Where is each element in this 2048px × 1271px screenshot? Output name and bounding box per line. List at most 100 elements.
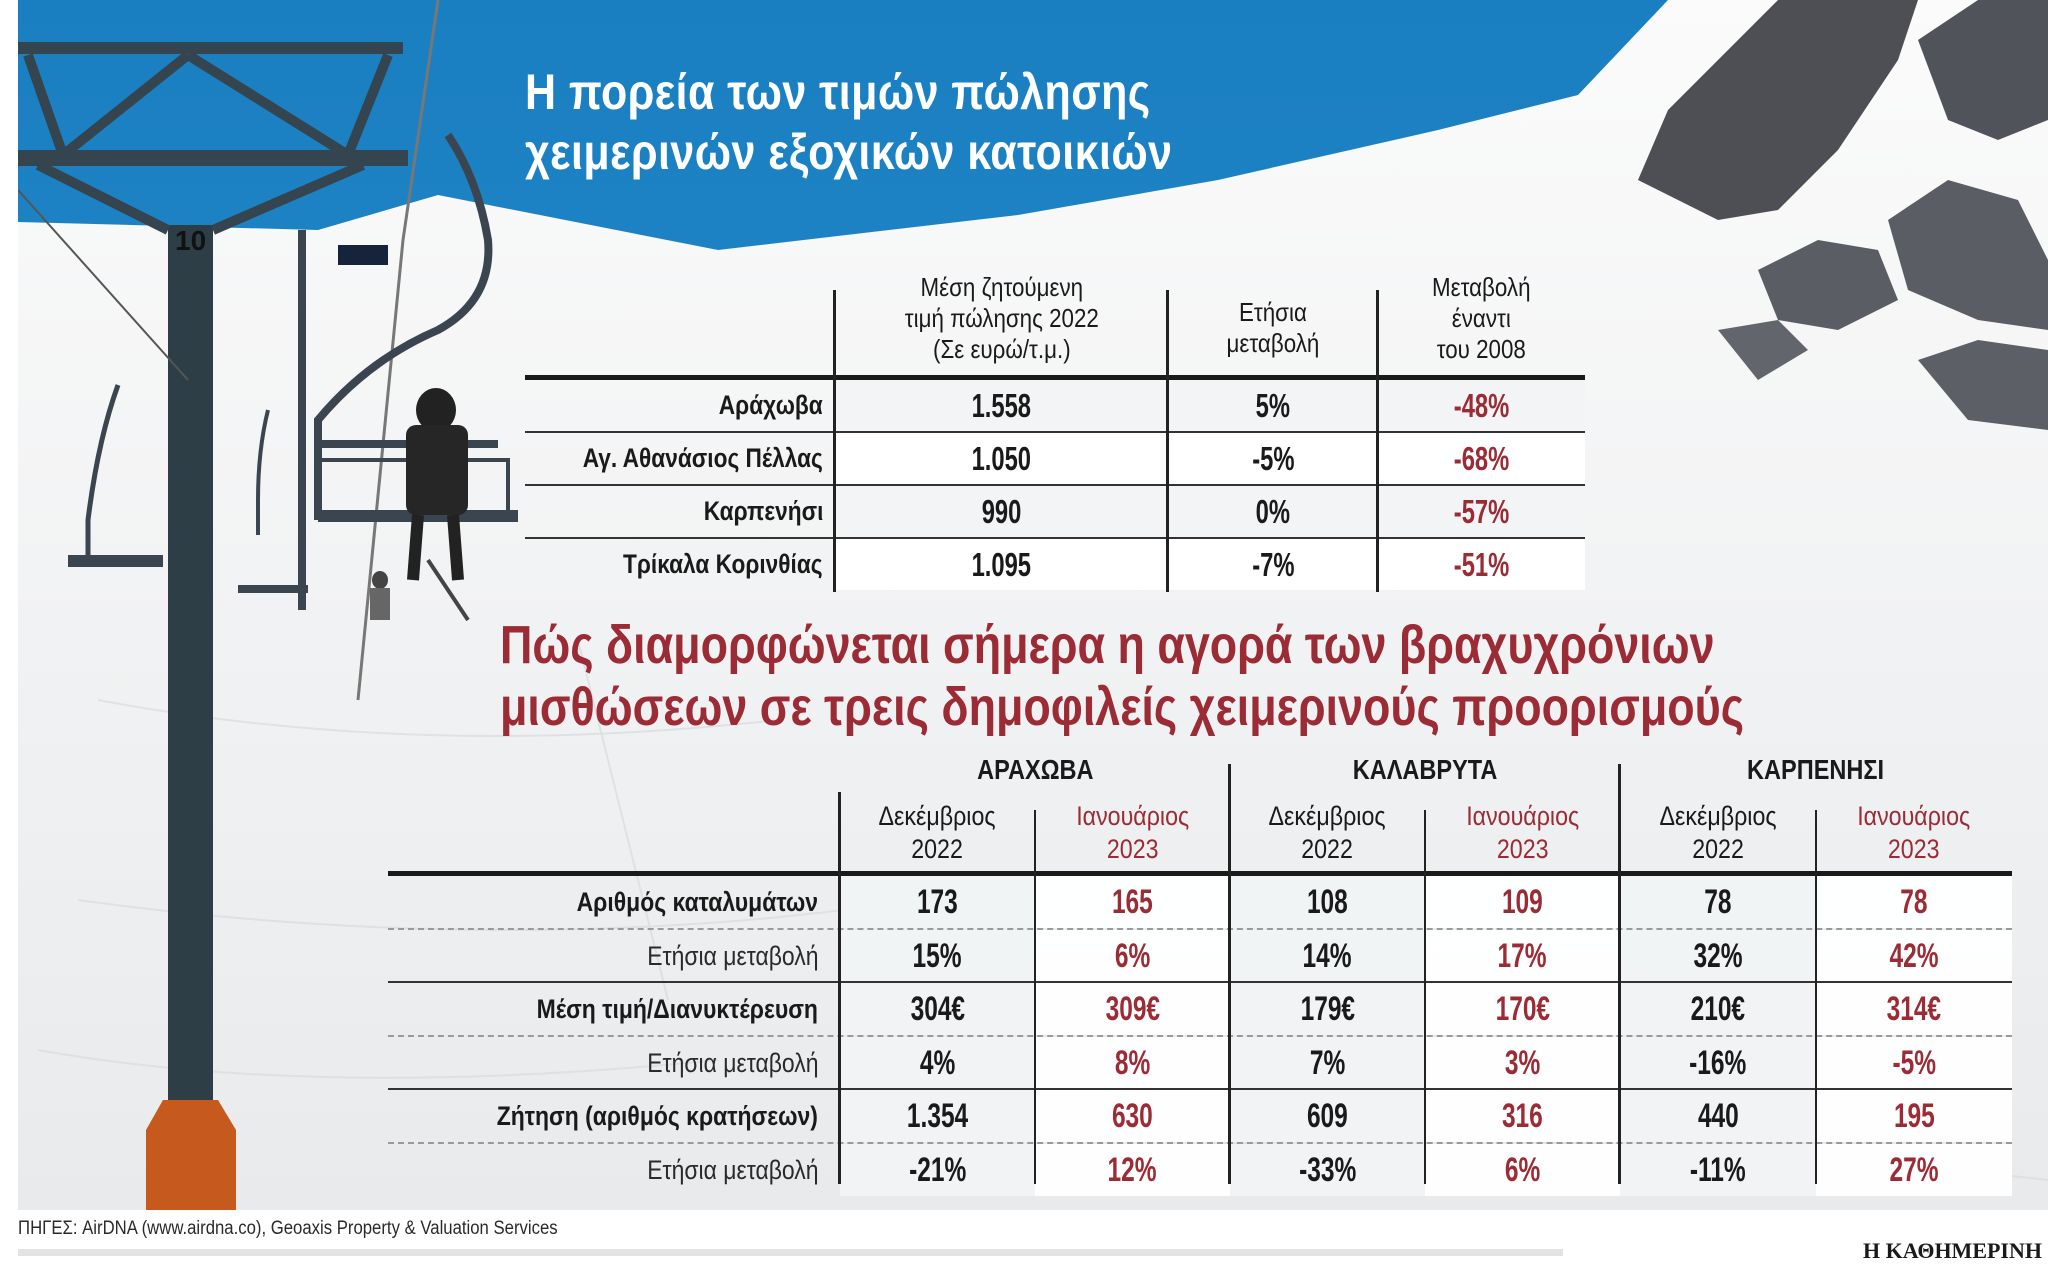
cell-value: 195	[1816, 1090, 2012, 1142]
column-divider	[1815, 810, 1817, 1184]
cell-annual-change: 5%	[1168, 380, 1378, 431]
row-label: Ζήτηση (αριθμός κρατήσεων)	[496, 1100, 818, 1131]
cell-value: 170€	[1425, 983, 1620, 1035]
table-row: Ετήσια μεταβολή 15% 6% 14% 17% 32% 42%	[388, 930, 2012, 982]
column-divider	[833, 290, 836, 592]
cell-value: 309€	[1035, 983, 1230, 1035]
cell-value: 42%	[1816, 930, 2012, 982]
table-row: Καρπενήσι 990 0% -57%	[525, 486, 1585, 537]
column-divider	[1376, 290, 1379, 592]
header-change-vs-2008: Μεταβολή έναντι του 2008	[1432, 272, 1531, 364]
row-divider-dashed	[388, 928, 2012, 930]
row-location: Αγ. Αθανάσιος Πέλλας	[582, 443, 823, 473]
sale-prices-table-header: Μέση ζητούμενη τιμή πώλησης 2022 (Σε ευρ…	[525, 262, 1585, 375]
cell-value: 4%	[840, 1037, 1035, 1089]
cell-price: 1.558	[835, 380, 1168, 431]
chart-title: Η πορεία των τιμών πώλησης χειμερινών εξ…	[525, 62, 1172, 182]
cell-value: 14%	[1230, 930, 1425, 982]
row-divider	[388, 981, 2012, 983]
row-location: Καρπενήσι	[703, 496, 823, 526]
month-header-dec-2022: Δεκέμβριος 2022	[1659, 801, 1777, 864]
cell-value: 6%	[1425, 1144, 1620, 1196]
column-divider	[1424, 810, 1426, 1184]
column-divider	[1618, 764, 1621, 1184]
cell-value: 440	[1620, 1090, 1816, 1142]
cell-value: 3%	[1425, 1037, 1620, 1089]
cell-value: 173	[840, 876, 1035, 928]
month-header-jan-2023: Ιανουάριος 2023	[1075, 801, 1189, 864]
chart-title-line-1: Η πορεία των τιμών πώλησης	[525, 64, 1151, 120]
cell-price: 990	[835, 486, 1168, 537]
row-label: Αριθμός καταλυμάτων	[576, 886, 818, 917]
row-location: Τρίκαλα Κορινθίας	[623, 549, 823, 579]
cell-annual-change: -7%	[1168, 539, 1378, 590]
publisher-logo: Η ΚΑΘΗΜΕΡΙΝΗ	[1863, 1238, 2042, 1263]
section-title-line-2: μισθώσεων σε τρεις δημοφιλείς χειμερινού…	[500, 677, 1745, 737]
ski-slope-scene-illustration: 10	[18, 0, 2048, 1210]
cell-value: 15%	[840, 930, 1035, 982]
column-divider	[838, 792, 841, 1184]
tower-number: 10	[175, 225, 206, 256]
city-header-arachova: ΑΡΑΧΩΒΑ	[976, 754, 1094, 785]
cell-value: 6%	[1035, 930, 1230, 982]
cell-annual-change: -5%	[1168, 433, 1378, 484]
cell-value: 179€	[1230, 983, 1425, 1035]
row-divider	[525, 431, 1585, 433]
month-header-jan-2023: Ιανουάριος 2023	[1465, 801, 1579, 864]
column-divider	[1228, 764, 1231, 1184]
cell-change-vs-2008: -68%	[1378, 433, 1585, 484]
row-label: Ετήσια μεταβολή	[646, 940, 818, 971]
cell-value: 108	[1230, 876, 1425, 928]
month-header-jan-2023: Ιανουάριος 2023	[1857, 801, 1971, 864]
row-label: Ετήσια μεταβολή	[646, 1047, 818, 1078]
cell-change-vs-2008: -48%	[1378, 380, 1585, 431]
table-row: Αράχωβα 1.558 5% -48%	[525, 380, 1585, 431]
cell-value: 630	[1035, 1090, 1230, 1142]
cell-value: -33%	[1230, 1144, 1425, 1196]
background-photo-ski-lift: 10	[18, 0, 2048, 1210]
cell-price: 1.095	[835, 539, 1168, 590]
row-divider-dashed	[388, 1142, 2012, 1144]
cell-value: 1.354	[840, 1090, 1035, 1142]
cell-value: 316	[1425, 1090, 1620, 1142]
section-title-line-1: Πώς διαμορφώνεται σήμερα η αγορά των βρα…	[500, 615, 1715, 675]
cell-value: 78	[1816, 876, 2012, 928]
cell-value: -16%	[1620, 1037, 1816, 1089]
table-row: Μέση τιμή/Διανυκτέρευση 304€ 309€ 179€ 1…	[388, 983, 2012, 1035]
chart-title-line-2: χειμερινών εξοχικών κατοικιών	[525, 124, 1173, 180]
row-divider	[525, 484, 1585, 486]
row-location: Αράχωβα	[719, 390, 823, 420]
row-divider	[388, 1088, 2012, 1090]
cell-value: -11%	[1620, 1144, 1816, 1196]
row-label: Μέση τιμή/Διανυκτέρευση	[536, 993, 818, 1024]
table-row: Ζήτηση (αριθμός κρατήσεων) 1.354 630 609…	[388, 1090, 2012, 1142]
cell-value: 78	[1620, 876, 1816, 928]
cell-value: 165	[1035, 876, 1230, 928]
cell-value: 7%	[1230, 1037, 1425, 1089]
row-divider-dashed	[388, 1035, 2012, 1037]
table-header-rule	[525, 375, 1585, 380]
cell-value: 210€	[1620, 983, 1816, 1035]
footer-rule	[18, 1249, 1563, 1256]
cell-change-vs-2008: -57%	[1378, 486, 1585, 537]
row-divider	[525, 537, 1585, 539]
table-row: Ετήσια μεταβολή -21% 12% -33% 6% -11% 27…	[388, 1144, 2012, 1196]
cell-value: 8%	[1035, 1037, 1230, 1089]
month-header-dec-2022: Δεκέμβριος 2022	[1268, 801, 1387, 864]
column-divider	[1166, 290, 1169, 592]
city-header-kalavryta: ΚΑΛΑΒΡΥΤΑ	[1352, 754, 1498, 785]
city-header-karpenisi: ΚΑΡΠΕΝΗΣΙ	[1747, 754, 1885, 785]
cell-value: 27%	[1816, 1144, 2012, 1196]
cell-value: 32%	[1620, 930, 1816, 982]
cell-value: 314€	[1816, 983, 2012, 1035]
header-average-asking-price: Μέση ζητούμενη τιμή πώλησης 2022 (Σε ευρ…	[904, 272, 1099, 364]
cell-change-vs-2008: -51%	[1378, 539, 1585, 590]
cell-value: 109	[1425, 876, 1620, 928]
table-row: Ετήσια μεταβολή 4% 8% 7% 3% -16% -5%	[388, 1037, 2012, 1089]
cell-value: 12%	[1035, 1144, 1230, 1196]
cell-value: 304€	[840, 983, 1035, 1035]
table-header-rule	[388, 871, 2012, 876]
column-divider	[1034, 810, 1036, 1184]
cell-value: -5%	[1816, 1037, 2012, 1089]
header-annual-change: Ετήσια μεταβολή	[1226, 296, 1320, 358]
